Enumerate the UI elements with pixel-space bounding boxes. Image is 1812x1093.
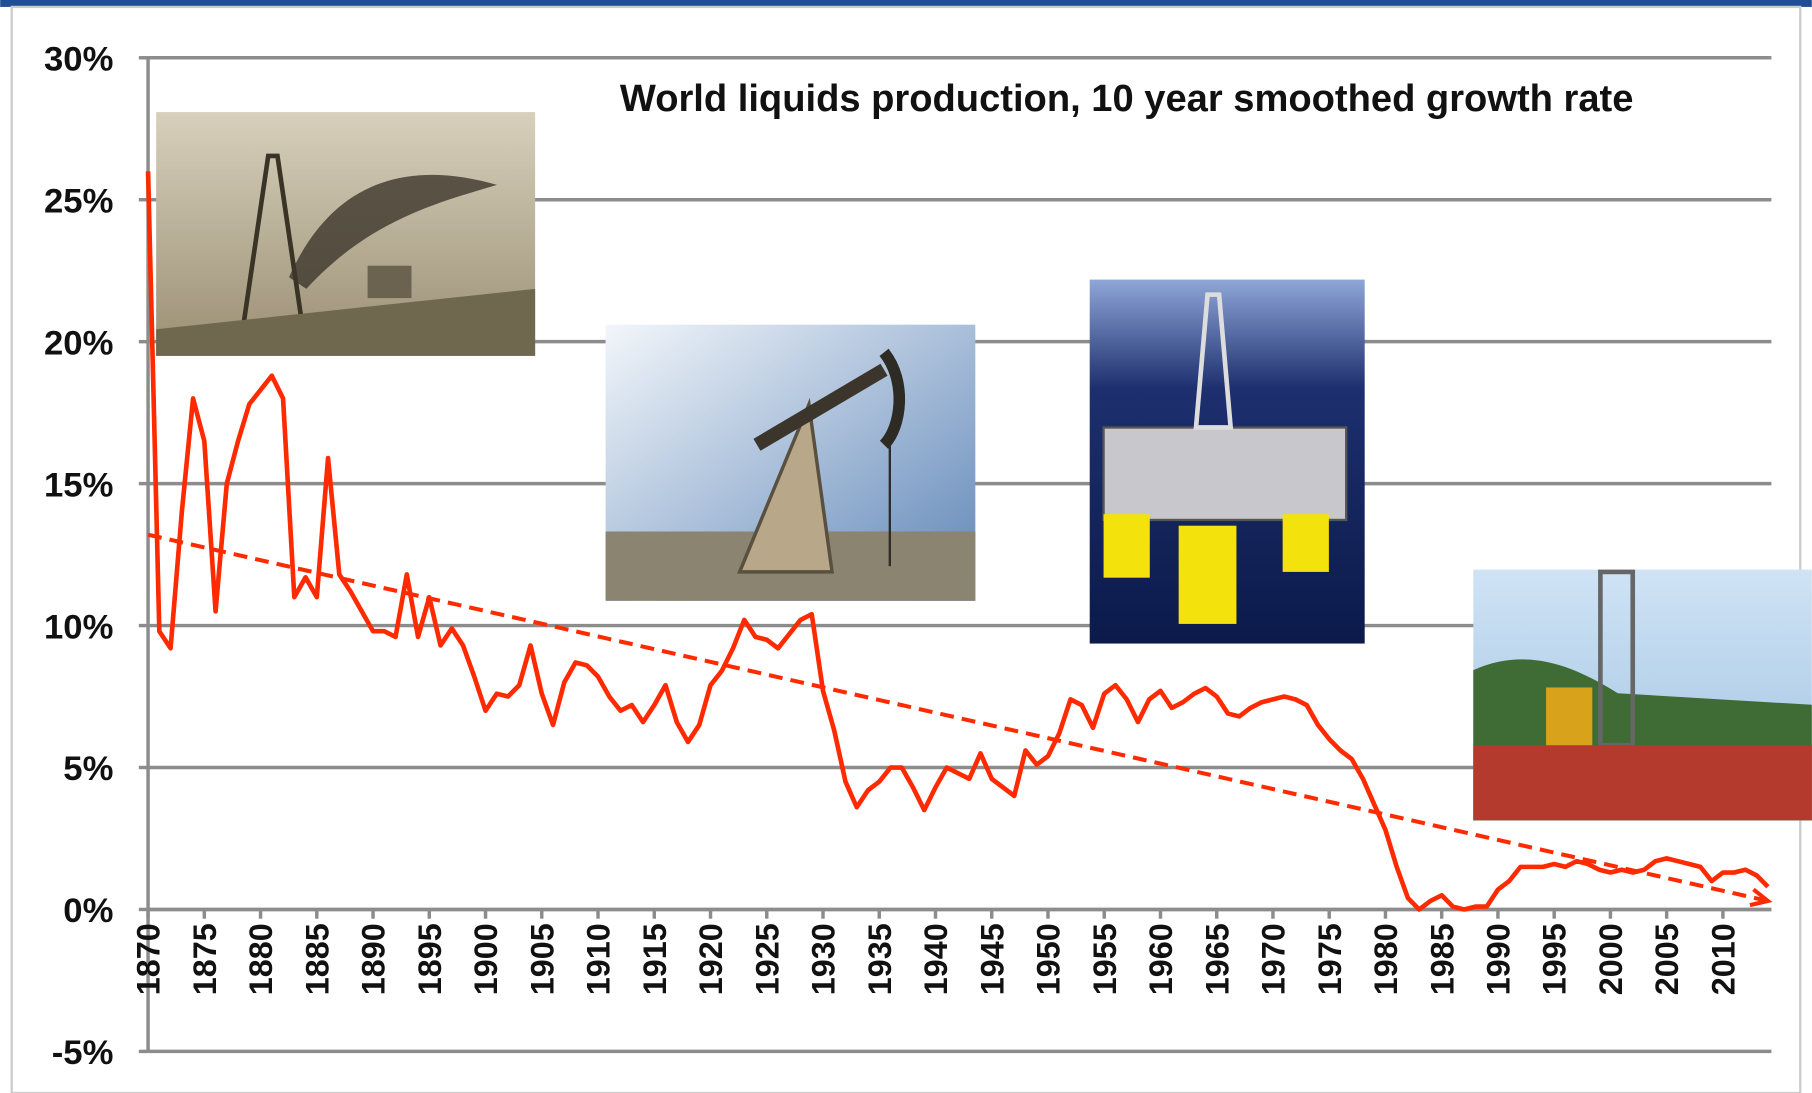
frame: [10, 5, 1802, 1093]
x-tick-label: 2005: [1649, 923, 1685, 995]
x-tick-label: 1910: [581, 923, 617, 995]
photo-platform: [1089, 279, 1365, 644]
x-tick-label: 1885: [299, 923, 335, 995]
x-tick-label: 1985: [1424, 923, 1460, 995]
y-tick-label: 30%: [44, 40, 113, 78]
y-tick-label: 20%: [44, 324, 113, 362]
y-tick-label: 10%: [44, 608, 113, 646]
y-tick-label: 0%: [63, 892, 113, 930]
y-tick-label: 15%: [44, 466, 113, 504]
x-tick-label: 1930: [806, 923, 842, 995]
photo-gusher: [156, 112, 536, 356]
x-tick-label: 1995: [1537, 923, 1573, 995]
x-tick-label: 1915: [637, 923, 673, 995]
x-tick-label: 1895: [412, 923, 448, 995]
x-tick-label: 1955: [1087, 923, 1123, 995]
x-tick-label: 2010: [1705, 923, 1741, 995]
y-tick-label: -5%: [52, 1034, 114, 1072]
x-tick-label: 1990: [1480, 923, 1516, 995]
x-tick-label: 1900: [468, 923, 504, 995]
x-tick-label: 1920: [693, 923, 729, 995]
x-tick-label: 1965: [1199, 923, 1235, 995]
photo-drilling-site: [1473, 569, 1812, 821]
x-tick-label: 1870: [131, 923, 167, 995]
x-tick-label: 1975: [1312, 923, 1348, 995]
series-line: [145, 171, 1770, 912]
top-bar: [0, 0, 1812, 7]
x-tick-label: 1890: [356, 923, 392, 995]
x-tick-label: 1970: [1256, 923, 1292, 995]
x-tick-label: 1980: [1368, 923, 1404, 995]
y-tick-label: 5%: [63, 750, 113, 788]
x-tick-label: 1960: [1143, 923, 1179, 995]
chart-title: World liquids production, 10 year smooth…: [620, 77, 1634, 120]
x-tick-label: 2000: [1593, 923, 1629, 995]
trend-arrowhead: [1749, 887, 1773, 908]
x-tick-label: 1935: [862, 923, 898, 995]
x-tick-label: 1945: [974, 923, 1010, 995]
x-tick-label: 1940: [918, 923, 954, 995]
x-tick-label: 1925: [749, 923, 785, 995]
trend-line: [147, 532, 1769, 903]
x-tick-label: 1875: [187, 923, 223, 995]
x-tick-label: 1880: [243, 923, 279, 995]
photo-pumpjack: [605, 324, 976, 601]
x-tick-label: 1905: [524, 923, 560, 995]
x-tick-label: 1950: [1031, 923, 1067, 995]
y-tick-label: 25%: [44, 182, 113, 220]
